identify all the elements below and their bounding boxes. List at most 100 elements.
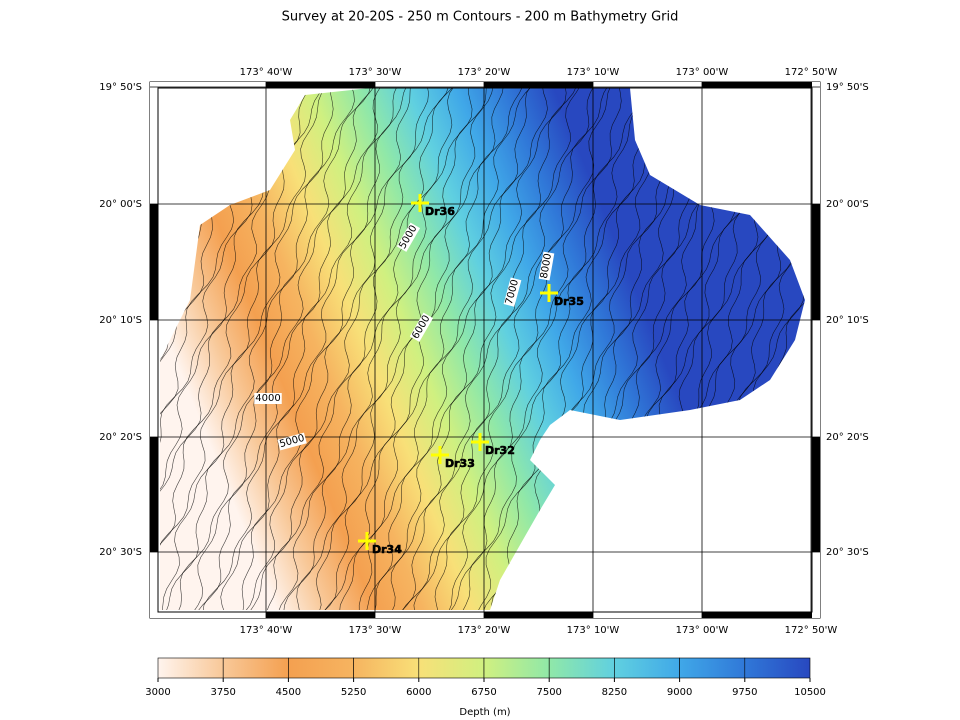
contour-line: [482, 88, 666, 610]
contour-line: [322, 88, 524, 610]
frame-bar: [375, 82, 484, 88]
frame-bar: [150, 437, 158, 552]
frame-bar: [593, 82, 702, 88]
contour-line: [413, 88, 609, 610]
colorbar-tick-label: 8250: [602, 687, 627, 698]
station-marker: [471, 433, 489, 451]
frame-bar: [484, 612, 593, 618]
station-label: Dr36: [425, 205, 455, 218]
longitude-label: 173° 00'W: [676, 625, 729, 636]
latitude-label: 20° 20'S: [826, 432, 869, 443]
latitude-label: 20° 00'S: [826, 199, 869, 210]
contour-line: [283, 88, 473, 610]
frame-bar: [266, 612, 375, 618]
colorbar-tick-label: 9750: [732, 687, 757, 698]
frame-bar: [812, 320, 820, 437]
colorbar-tick-label: 4500: [276, 687, 301, 698]
contour-line: [315, 88, 494, 610]
colorbar-tick-label: 3000: [145, 687, 170, 698]
frame-bar: [593, 612, 702, 618]
frame-bar: [150, 204, 158, 320]
station-label: Dr32: [485, 444, 515, 457]
station-marker: [411, 194, 429, 212]
map-title: Survey at 20-20S - 250 m Contours - 200 …: [282, 10, 679, 25]
frame-bar: [812, 437, 820, 552]
frame-bar: [150, 82, 158, 204]
graticule: [150, 82, 820, 618]
colorbar-label: Depth (m): [459, 707, 510, 718]
contour-line: [277, 88, 456, 610]
contour-line: [296, 88, 487, 610]
longitude-label: 173° 20'W: [458, 67, 511, 78]
station-marker: [431, 446, 449, 464]
longitude-label: 173° 30'W: [349, 625, 402, 636]
frame-bar: [150, 612, 266, 618]
frame-bar: [150, 320, 158, 437]
labels: 173° 40'W 173° 40'W 173° 30'W 173° 30'W 173°…: [99, 67, 868, 636]
longitude-label: 173° 10'W: [567, 67, 620, 78]
colorbar-segment: [744, 657, 811, 679]
latitude-label: 19° 50'S: [826, 82, 869, 93]
colorbar-segment: [483, 657, 550, 679]
latitude-label: 20° 10'S: [826, 315, 869, 326]
contour-line: [374, 88, 567, 610]
contour-line: [399, 88, 582, 610]
latitude-label: 20° 00'S: [99, 199, 142, 210]
contour-line: [390, 88, 578, 610]
contour-line: [243, 88, 429, 610]
colorbar-segment: [614, 657, 680, 679]
contour-line: [165, 88, 355, 610]
colorbar-tick-label: 9000: [667, 687, 692, 698]
colorbar-segment: [353, 657, 420, 679]
frame-bar: [266, 82, 375, 88]
longitude-label: 173° 20'W: [458, 625, 511, 636]
latitude-label: 20° 10'S: [99, 315, 142, 326]
contour-label-bg: [396, 222, 421, 252]
colorbar-tick-label: 6750: [471, 687, 496, 698]
frame-bar: [484, 82, 593, 88]
contour-label-bg: [277, 432, 307, 451]
longitude-label: 173° 40'W: [240, 67, 293, 78]
contour-line: [161, 88, 334, 610]
contour-line: [160, 88, 326, 610]
inner-frame: [157, 87, 813, 613]
contour-line: [447, 88, 622, 610]
contour-label: 4000: [255, 393, 280, 404]
colorbar-tick-label: 6000: [406, 687, 431, 698]
colorbar-segment: [679, 657, 746, 679]
latitude-label: 20° 30'S: [99, 547, 142, 558]
station-marker: [540, 284, 558, 302]
latitude-label: 20° 30'S: [826, 547, 869, 558]
longitude-label: 172° 50'W: [785, 67, 838, 78]
longitude-label: 172° 50'W: [785, 625, 838, 636]
frame-bar: [702, 82, 820, 88]
frame-bar: [150, 552, 158, 618]
contour-line: [248, 88, 450, 610]
colorbar-tick-label: 10500: [794, 687, 826, 698]
station-label: Dr35: [554, 295, 584, 308]
contour-label-bg: [538, 251, 555, 281]
contour-line: [400, 88, 595, 610]
colorbar-tick-label: 3750: [210, 687, 235, 698]
latitude-label: 19° 50'S: [99, 82, 142, 93]
contour-line: [220, 88, 408, 610]
contour-line: [265, 88, 456, 610]
colorbar-segment: [222, 657, 289, 679]
contour-line: [196, 88, 382, 610]
contour-line: [192, 88, 376, 610]
colorbar-segment: [288, 657, 354, 679]
frame-bar: [812, 204, 820, 320]
contour-line: [365, 88, 548, 610]
longitude-label: 173° 30'W: [349, 67, 402, 78]
latitude-label: 20° 20'S: [99, 432, 142, 443]
contour-line: [461, 88, 659, 610]
colorbar-segment: [157, 657, 224, 679]
contour-line: [202, 88, 398, 610]
contour-label-bg: [409, 312, 434, 342]
colorbar-segment: [418, 657, 485, 679]
station-label: Dr33: [445, 457, 475, 470]
colorbar-segment: [548, 657, 615, 679]
longitude-label: 173° 10'W: [567, 625, 620, 636]
longitude-label: 173° 00'W: [676, 67, 729, 78]
